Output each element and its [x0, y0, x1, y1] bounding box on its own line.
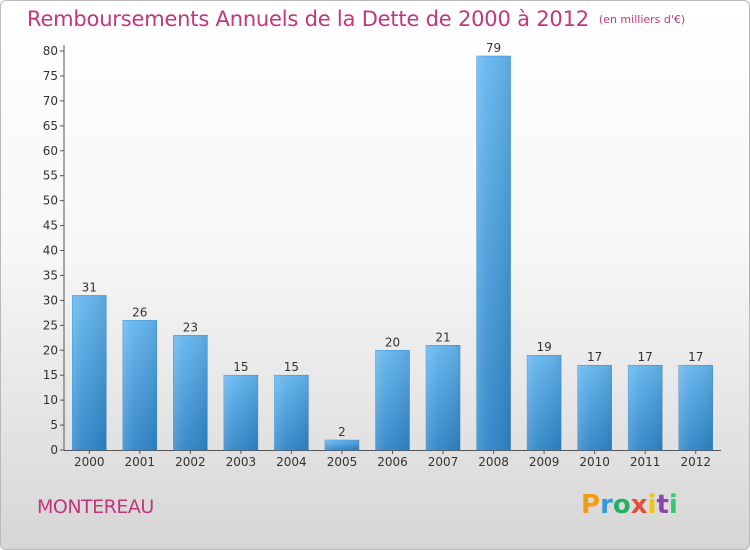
y-tick-label: 55 — [43, 169, 58, 183]
title-block: Remboursements Annuels de la Dette de 20… — [27, 7, 685, 31]
y-tick-label: 15 — [43, 368, 58, 382]
bar-shine — [476, 55, 511, 451]
bar-shine — [122, 320, 157, 450]
x-tick-label: 2001 — [125, 455, 156, 469]
bar-value-label: 2 — [338, 425, 346, 439]
x-tick-label: 2011 — [630, 455, 661, 469]
proxiti-logo[interactable]: Proxiti — [581, 490, 678, 520]
y-tick-label: 75 — [43, 69, 58, 83]
y-tick-label: 50 — [43, 194, 58, 208]
bar-value-label: 23 — [183, 320, 198, 334]
bar-value-label: 19 — [536, 340, 551, 354]
bar-shine — [628, 365, 663, 450]
city-name: MONTEREAU — [37, 496, 154, 518]
logo-letter: i — [647, 490, 657, 520]
bar-shine — [173, 335, 208, 450]
chart-title: Remboursements Annuels de la Dette de 20… — [27, 7, 589, 31]
y-tick-label: 10 — [43, 393, 58, 407]
x-tick-label: 2008 — [478, 455, 509, 469]
bar-value-label: 26 — [132, 305, 147, 319]
bar-shine — [527, 355, 562, 450]
bar-value-label: 79 — [486, 41, 501, 55]
bar-value-label: 21 — [435, 330, 450, 344]
bar-shine — [223, 375, 258, 450]
y-tick-label: 60 — [43, 144, 58, 158]
y-tick-label: 40 — [43, 244, 58, 258]
bar-value-label: 15 — [233, 360, 248, 374]
y-tick-label: 80 — [43, 44, 58, 58]
y-tick-label: 5 — [50, 418, 58, 432]
bar-shine — [324, 440, 359, 450]
bar-shine — [72, 295, 107, 450]
axes: 0 5 10 15 20 25 30 35 40 45 50 55 60 65 70 75 80 2000 2001… — [43, 44, 721, 469]
bar-shine — [375, 350, 410, 450]
x-tick-label: 2009 — [529, 455, 560, 469]
bar-shine — [274, 375, 309, 450]
bar-shine — [577, 365, 612, 450]
bar-shine — [426, 345, 461, 450]
x-tick-label: 2004 — [276, 455, 307, 469]
bar-value-label: 17 — [688, 350, 703, 364]
y-tick-label: 20 — [43, 343, 58, 357]
logo-letter: P — [581, 490, 601, 520]
logo-letter: x — [630, 490, 648, 520]
bar-value-label: 15 — [284, 360, 299, 374]
bar-value-label: 20 — [385, 335, 400, 349]
logo-letter: i — [668, 490, 678, 520]
x-tick-label: 2006 — [377, 455, 408, 469]
bars: 31 26 23 15 15 2 20 21 79 19 17 17 17 — [72, 41, 713, 451]
logo-letter: r — [600, 490, 613, 520]
bar-value-label: 17 — [587, 350, 602, 364]
y-tick-label: 45 — [43, 219, 58, 233]
x-tick-label: 2012 — [680, 455, 711, 469]
y-tick-label: 25 — [43, 318, 58, 332]
y-tick-label: 35 — [43, 268, 58, 282]
bar-shine — [678, 365, 713, 450]
bar-value-label: 17 — [638, 350, 653, 364]
x-tick-label: 2002 — [175, 455, 206, 469]
x-tick-label: 2005 — [327, 455, 358, 469]
y-tick-label: 30 — [43, 293, 58, 307]
chart-unit-note: (en milliers d'€) — [598, 13, 686, 26]
logo-letter: t — [656, 490, 669, 520]
y-tick-label: 65 — [43, 119, 58, 133]
x-tick-label: 2010 — [579, 455, 610, 469]
bar-value-label: 31 — [82, 280, 97, 294]
x-tick-label: 2007 — [428, 455, 459, 469]
logo-letter: o — [612, 490, 631, 520]
y-tick-label: 0 — [50, 443, 58, 457]
x-tick-label: 2000 — [74, 455, 105, 469]
x-tick-label: 2003 — [226, 455, 257, 469]
y-tick-label: 70 — [43, 94, 58, 108]
